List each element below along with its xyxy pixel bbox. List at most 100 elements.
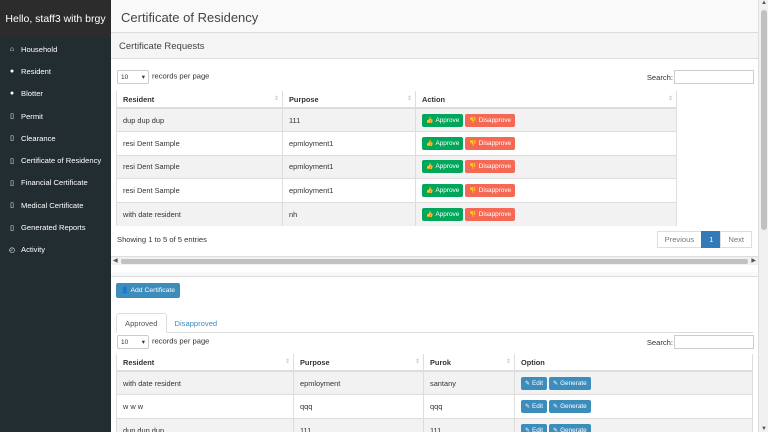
sidebar-item-household[interactable]: ⌂ Household <box>0 38 111 60</box>
sidebar-item-label: Financial Certificate <box>21 178 88 188</box>
sidebar-item-generated-reports[interactable]: ▯ Generated Reports <box>0 216 111 238</box>
page-title: Certificate of Residency <box>121 10 259 25</box>
generate-button[interactable]: ✎ Generate <box>549 376 591 390</box>
table-header-row: Resident ⇕ Purpose ⇕ Action ⇕ <box>116 91 677 109</box>
approve-button[interactable]: 👍 Approve <box>422 207 464 221</box>
column-header-action[interactable]: Action ⇕ <box>415 91 677 109</box>
scroll-left-icon[interactable]: ◀ <box>113 258 118 264</box>
cell-action: 👍 Approve 👎 Disapprove <box>415 154 677 179</box>
cell-purpose: nh <box>282 201 416 226</box>
sidebar-item-blotter[interactable]: ● Blotter <box>0 83 111 105</box>
thumbs-down-icon: 👎 <box>469 164 477 171</box>
column-header-resident[interactable]: Resident ⇕ <box>116 354 294 372</box>
tab-approved[interactable]: Approved <box>116 313 167 333</box>
panel-heading: Certificate Requests <box>111 33 758 59</box>
certificates-panel: 👤 Add Certificate Approved Disapproved 10… <box>111 276 758 432</box>
users-icon: ● <box>9 67 15 75</box>
sidebar-item-label: Household <box>21 44 58 54</box>
sidebar-item-financial-certificate[interactable]: ▯ Financial Certificate <box>0 172 111 194</box>
cell-purpose: 111 <box>293 417 424 432</box>
edit-button[interactable]: ✎ Edit <box>521 423 548 432</box>
cell-action: 👍 Approve 👎 Disapprove <box>415 131 677 156</box>
sidebar-item-label: Certificate of Residency <box>21 156 102 166</box>
edit-button[interactable]: ✎ Edit <box>521 376 548 390</box>
table-row: dup dup dup 111 111 ✎ Edit ✎ Generate <box>116 417 753 432</box>
caret-down-icon: ▾ <box>141 339 145 346</box>
sidebar-item-certificate-of-residency[interactable]: ▯ Certificate of Residency <box>0 149 111 171</box>
search-input[interactable] <box>674 70 754 84</box>
add-certificate-button[interactable]: 👤 Add Certificate <box>116 283 181 298</box>
records-per-page-select[interactable]: 10 ▾ <box>117 335 149 349</box>
cell-resident: resi Dent Sample <box>116 178 283 203</box>
edit-icon: ✎ <box>525 380 531 387</box>
edit-icon: ✎ <box>525 427 531 432</box>
scroll-up-icon[interactable]: ▲ <box>761 0 767 6</box>
column-header-option[interactable]: Option <box>514 354 753 372</box>
table-header-row: Resident ⇕ Purpose ⇕ Purok ⇕ Option <box>116 354 753 372</box>
scroll-right-icon[interactable]: ▶ <box>751 258 756 264</box>
approve-button[interactable]: 👍 Approve <box>422 184 464 198</box>
home-icon: ⌂ <box>9 45 15 53</box>
sidebar-item-permit[interactable]: ▯ Permit <box>0 105 111 127</box>
sidebar-item-activity[interactable]: ◴ Activity <box>0 239 111 261</box>
file-icon: ▯ <box>10 135 14 143</box>
column-header-purpose[interactable]: Purpose ⇕ <box>293 354 424 372</box>
search-input[interactable] <box>674 335 754 349</box>
table-info: Showing 1 to 5 of 5 entries <box>117 235 207 244</box>
file-icon: ▯ <box>10 202 14 210</box>
length-control: 10 ▾ records per page <box>117 335 209 349</box>
scroll-down-icon[interactable]: ▼ <box>761 426 767 432</box>
cell-resident: resi Dent Sample <box>116 154 283 179</box>
generate-button[interactable]: ✎ Generate <box>549 423 591 432</box>
pagination-next[interactable]: Next <box>720 231 752 248</box>
cell-option: ✎ Edit ✎ Generate <box>514 394 753 419</box>
cell-purpose: epmloyment <box>293 370 424 395</box>
cell-purpose: epmloyment1 <box>282 154 416 179</box>
scrollbar-thumb[interactable] <box>761 10 767 230</box>
records-per-page-select[interactable]: 10 ▾ <box>117 70 149 84</box>
vertical-scrollbar[interactable]: ▲ ▼ <box>758 0 768 432</box>
sidebar: Hello, staff3 with brgy ⌂ Household ● Resi… <box>0 0 111 432</box>
disapprove-button[interactable]: 👎 Disapprove <box>465 207 516 221</box>
search-label: Search: <box>646 72 673 82</box>
disapprove-button[interactable]: 👎 Disapprove <box>465 113 516 127</box>
edit-button[interactable]: ✎ Edit <box>521 399 548 413</box>
disapprove-button[interactable]: 👎 Disapprove <box>465 136 516 150</box>
approve-button[interactable]: 👍 Approve <box>422 113 464 127</box>
table-controls: 10 ▾ records per page Search: <box>117 334 754 350</box>
approve-button[interactable]: 👍 Approve <box>422 160 464 174</box>
pagination-page-1[interactable]: 1 <box>701 231 722 248</box>
thumbs-down-icon: 👎 <box>469 188 477 195</box>
sort-icon: ⇕ <box>406 96 412 102</box>
column-header-purpose[interactable]: Purpose ⇕ <box>282 91 416 109</box>
sidebar-item-clearance[interactable]: ▯ Clearance <box>0 127 111 149</box>
cell-resident: with date resident <box>116 201 283 226</box>
edit-icon: ✎ <box>553 403 559 410</box>
sort-icon: ⇕ <box>414 359 420 365</box>
column-header-purok[interactable]: Purok ⇕ <box>423 354 515 372</box>
add-user-icon: 👤 <box>121 288 129 294</box>
column-header-resident[interactable]: Resident ⇕ <box>116 91 283 109</box>
table-row: with date resident nh 👍 Approve 👎 Disapprov… <box>116 201 677 226</box>
search-control: Search: <box>647 70 754 84</box>
pagination-previous[interactable]: Previous <box>656 231 703 248</box>
disapprove-button[interactable]: 👎 Disapprove <box>465 160 516 174</box>
sidebar-item-label: Blotter <box>21 89 43 99</box>
sort-icon: ⇕ <box>284 359 290 365</box>
sidebar-item-medical-certificate[interactable]: ▯ Medical Certificate <box>0 194 111 216</box>
sidebar-item-resident[interactable]: ● Resident <box>0 60 111 82</box>
horizontal-scrollbar[interactable]: ◀ ▶ <box>111 256 758 265</box>
thumbs-down-icon: 👎 <box>469 140 477 147</box>
cell-option: ✎ Edit ✎ Generate <box>514 370 753 395</box>
approve-button[interactable]: 👍 Approve <box>422 136 464 150</box>
cell-action: 👍 Approve 👎 Disapprove <box>415 201 677 226</box>
disapprove-button[interactable]: 👎 Disapprove <box>465 184 516 198</box>
cell-resident: dup dup dup <box>116 107 283 132</box>
edit-icon: ✎ <box>553 427 559 432</box>
generate-button[interactable]: ✎ Generate <box>549 399 591 413</box>
file-icon: ▯ <box>10 157 14 165</box>
requests-table: Resident ⇕ Purpose ⇕ Action ⇕ dup dup dup 1… <box>116 91 677 226</box>
caret-down-icon: ▾ <box>141 74 145 81</box>
tab-disapproved[interactable]: Disapproved <box>174 318 218 328</box>
scrollbar-thumb[interactable] <box>121 259 748 264</box>
